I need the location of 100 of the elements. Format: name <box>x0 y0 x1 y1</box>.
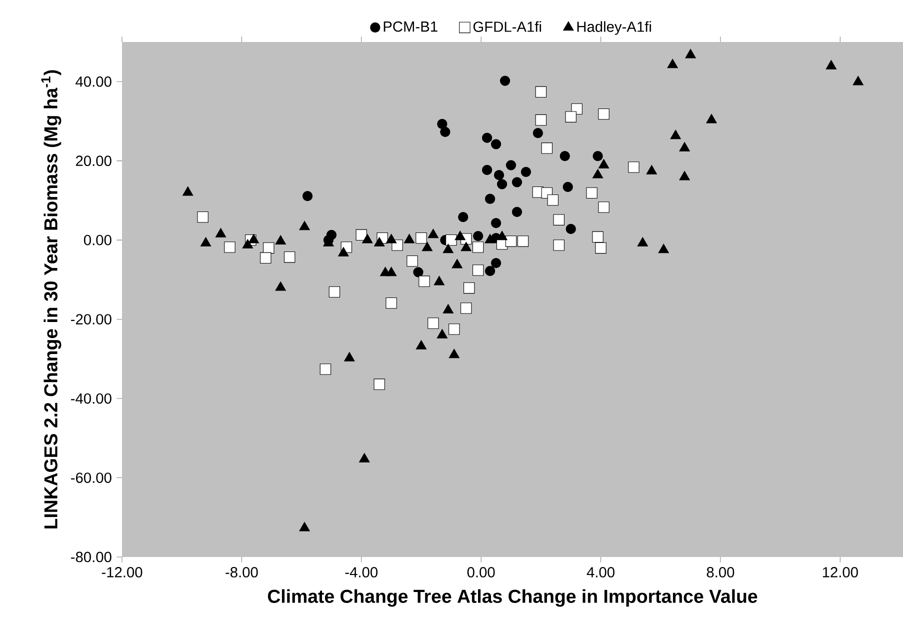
point <box>404 234 415 244</box>
point <box>473 231 484 242</box>
point <box>541 142 553 154</box>
point <box>484 234 496 244</box>
point <box>496 230 508 240</box>
point <box>428 228 439 238</box>
point <box>598 159 610 168</box>
x-axis-title: Climate Change Tree Atlas Change in Importance Value <box>268 589 758 607</box>
y-axis-title: LINKAGES 2.2 Change in 30 Year Biomass (Mg ha$^{-1}$) <box>41 70 62 528</box>
point <box>586 187 598 199</box>
point <box>182 186 194 196</box>
point <box>472 242 484 253</box>
point <box>562 182 573 192</box>
point <box>592 168 604 178</box>
point <box>547 194 559 206</box>
point <box>416 232 427 244</box>
y-tick-label: -60.00 <box>71 472 112 483</box>
point <box>458 212 468 222</box>
point <box>344 352 355 362</box>
point <box>452 258 462 268</box>
y-tick-label: -80.00 <box>71 552 112 562</box>
point <box>679 170 690 180</box>
point <box>490 218 502 228</box>
point <box>362 234 373 244</box>
point <box>434 276 445 286</box>
point <box>260 252 272 264</box>
point <box>406 255 418 267</box>
x-tick-label: 4.00 <box>586 567 614 578</box>
y-tick-label: 0.00 <box>84 234 112 246</box>
point <box>592 231 604 242</box>
point <box>299 522 310 532</box>
point <box>380 266 391 276</box>
point <box>667 58 678 68</box>
point <box>464 282 475 294</box>
point <box>553 214 564 226</box>
point <box>517 236 529 247</box>
point <box>454 230 466 240</box>
point <box>512 177 522 188</box>
point <box>679 142 690 152</box>
legend-label: GFDL-A1fi <box>473 21 542 32</box>
point <box>386 234 397 244</box>
point <box>565 111 576 122</box>
point <box>496 179 508 190</box>
point <box>520 166 532 177</box>
point <box>852 76 864 86</box>
point <box>374 237 385 246</box>
point <box>685 48 696 58</box>
x-tick-label: 12.00 <box>822 567 858 578</box>
point <box>446 234 457 246</box>
point <box>328 286 340 298</box>
point <box>500 76 510 86</box>
x-tick-label: -8.00 <box>226 567 258 578</box>
point <box>436 329 448 338</box>
point <box>826 60 837 70</box>
point <box>200 237 212 246</box>
point <box>422 242 433 252</box>
point <box>356 229 367 241</box>
x-tick-label: 8.00 <box>706 567 734 578</box>
point <box>490 258 502 268</box>
point <box>512 206 522 218</box>
point <box>484 194 496 204</box>
point <box>413 267 424 278</box>
point <box>532 128 544 138</box>
y-tick-label: -20.00 <box>71 314 112 324</box>
x-tick-label: -12.00 <box>102 567 142 578</box>
point <box>302 191 313 202</box>
point <box>275 235 286 244</box>
point <box>637 237 648 246</box>
point <box>197 211 208 223</box>
point <box>553 240 564 251</box>
x-tick-label: 0.00 <box>467 567 495 578</box>
point <box>535 114 547 126</box>
x-tick-label: -4.00 <box>345 567 378 578</box>
legend-label: Hadley-A1fi <box>577 21 651 35</box>
y-tick-label: -40.00 <box>71 393 112 404</box>
point <box>658 244 669 254</box>
point <box>566 224 576 234</box>
point <box>437 118 448 130</box>
point <box>535 86 547 98</box>
point <box>490 139 502 150</box>
point <box>359 453 370 462</box>
point <box>428 318 439 329</box>
point <box>224 242 236 253</box>
point <box>472 264 484 276</box>
point <box>592 151 603 162</box>
point <box>440 126 450 137</box>
point <box>595 242 606 254</box>
point <box>242 239 254 248</box>
point <box>418 276 430 287</box>
point <box>670 130 681 140</box>
point <box>482 132 492 143</box>
point <box>560 151 570 162</box>
point <box>320 364 332 375</box>
point <box>215 228 226 238</box>
point <box>448 324 460 335</box>
point <box>628 162 640 173</box>
point <box>598 202 610 213</box>
legend-label: PCM-B1 <box>384 21 438 32</box>
point <box>646 164 657 174</box>
point <box>442 244 454 254</box>
